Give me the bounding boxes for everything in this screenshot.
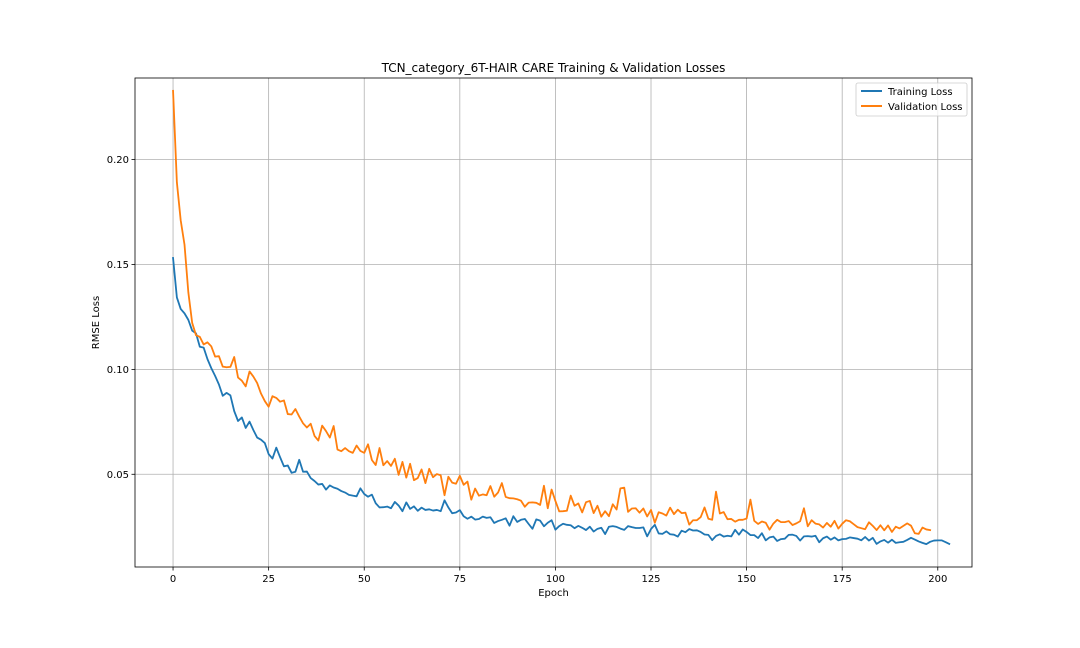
legend-label-training: Training Loss (887, 87, 953, 98)
x-axis-ticks: 0 25 50 75 100 125 150 175 200 (170, 567, 947, 585)
grid-lines (135, 78, 972, 567)
legend-label-validation: Validation Loss (888, 102, 963, 113)
y-tick-label: 0.05 (107, 470, 129, 481)
y-tick-label: 0.15 (107, 260, 129, 271)
y-axis-label: RMSE Loss (91, 296, 102, 349)
y-tick-label: 0.20 (107, 155, 129, 166)
series-lines (172, 89, 951, 546)
validation-loss-line (172, 89, 932, 535)
x-tick-label: 200 (928, 574, 947, 585)
training-loss-line (172, 257, 951, 546)
y-axis-ticks: 0.05 0.10 0.15 0.20 (107, 155, 135, 481)
x-tick-label: 0 (170, 574, 176, 585)
x-tick-label: 125 (641, 574, 660, 585)
x-tick-label: 50 (358, 574, 371, 585)
x-tick-label: 100 (546, 574, 565, 585)
legend: Training Loss Validation Loss (855, 82, 968, 117)
axes-frame (134, 77, 973, 568)
y-tick-label: 0.10 (107, 365, 129, 376)
x-axis-label: Epoch (538, 588, 569, 599)
legend-box (855, 82, 968, 117)
x-tick-label: 25 (262, 574, 275, 585)
x-tick-label: 175 (833, 574, 852, 585)
x-tick-label: 150 (737, 574, 756, 585)
x-tick-label: 75 (453, 574, 466, 585)
chart-title: TCN_category_6T-HAIR CARE Training & Val… (381, 61, 726, 75)
